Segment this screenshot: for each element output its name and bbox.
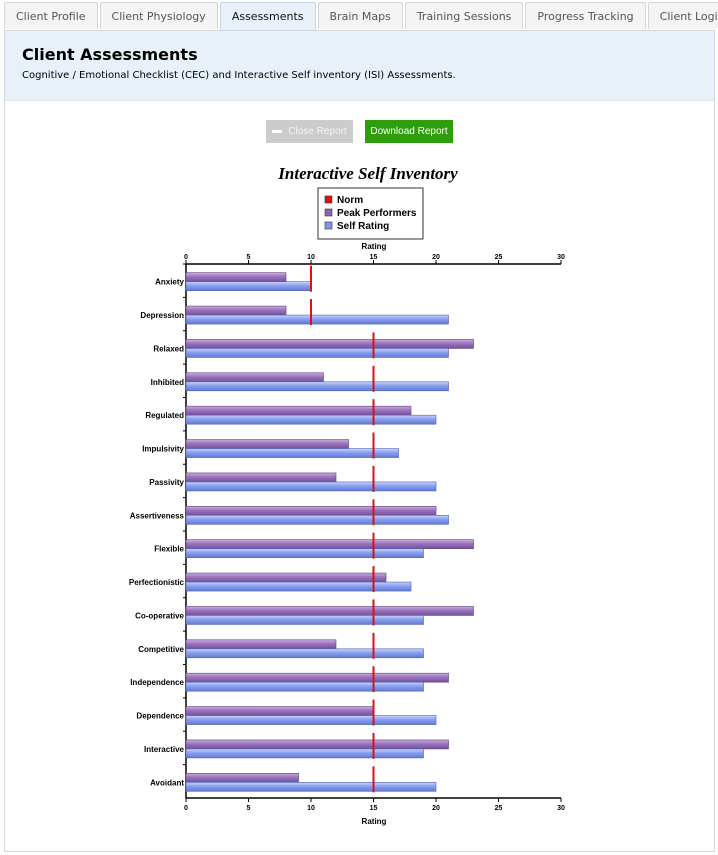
category-label: Anxiety — [155, 278, 184, 287]
x-axis-title-bottom: Rating — [362, 817, 387, 826]
legend-label-norm: Norm — [337, 195, 363, 206]
x-tick-label-top: 20 — [432, 254, 440, 261]
category-label: Interactive — [144, 745, 185, 754]
x-tick-label-top: 25 — [495, 254, 503, 261]
category-label: Depression — [140, 311, 184, 320]
bar-self-rating — [185, 681, 424, 692]
bar-self-rating — [185, 381, 449, 392]
legend-swatch-peak — [324, 208, 333, 217]
bar-self-rating — [185, 515, 449, 525]
bar-peak-performers — [185, 539, 474, 549]
bar-self-rating — [185, 648, 424, 659]
tab-bar: Client Profile Client Physiology Assessm… — [4, 2, 718, 31]
category-label: Independence — [130, 678, 184, 687]
x-tick-label-top: 5 — [247, 254, 251, 261]
bar-peak-performers — [185, 506, 437, 516]
bar-peak-performers — [185, 472, 337, 483]
close-report-label: Close Report — [288, 126, 347, 137]
x-tick-label-bottom: 30 — [557, 805, 565, 812]
category-label: Relaxed — [153, 344, 184, 353]
x-tick-label-bottom: 5 — [247, 805, 251, 812]
bar-self-rating — [185, 615, 424, 625]
category-label: Assertiveness — [130, 511, 185, 520]
bar-self-rating — [185, 782, 437, 792]
legend-box — [317, 187, 424, 240]
panel-header: Client Assessments Cognitive / Emotional… — [5, 31, 714, 101]
bar-peak-performers — [185, 439, 349, 449]
bar-self-rating — [185, 581, 412, 592]
legend-label-self: Self Rating — [337, 221, 389, 232]
bar-peak-performers — [185, 405, 412, 416]
bar-peak-performers — [185, 639, 337, 650]
bar-peak-performers — [185, 773, 299, 783]
bar-peak-performers — [185, 706, 374, 716]
minus-icon — [272, 129, 283, 133]
bar-peak-performers — [185, 606, 474, 616]
tab-client-physiology[interactable]: Client Physiology — [99, 2, 218, 29]
bar-peak-performers — [185, 572, 387, 583]
category-label: Avoidant — [150, 778, 184, 787]
plot-area: 0 0 5 5 10 10 15 15 20 20 25 25 30 30 Anxiety Depressio… — [129, 254, 565, 812]
bar-peak-performers — [185, 272, 287, 282]
bar-self-rating — [185, 748, 424, 759]
category-label: Impulsivity — [142, 445, 184, 454]
tab-progress-tracking[interactable]: Progress Tracking — [525, 2, 646, 29]
page-title: Client Assessments — [22, 45, 198, 64]
tab-client-login[interactable]: Client Login — [647, 2, 718, 29]
x-axis-title-top: Rating — [362, 242, 387, 251]
category-label: Competitive — [138, 645, 184, 654]
bar-peak-performers — [185, 372, 324, 383]
category-label: Dependence — [136, 712, 184, 721]
category-label: Flexible — [154, 545, 184, 554]
bar-peak-performers — [185, 739, 449, 750]
bar-self-rating — [185, 314, 449, 325]
tab-training-sessions[interactable]: Training Sessions — [404, 2, 524, 29]
legend-swatch-self — [324, 221, 333, 230]
bar-self-rating — [185, 715, 437, 725]
tab-assessments[interactable]: Assessments — [219, 2, 316, 31]
download-report-button[interactable]: Download Report — [365, 120, 453, 143]
x-tick-label-top: 30 — [557, 254, 565, 261]
bar-peak-performers — [185, 305, 287, 316]
legend-swatch-norm — [324, 195, 333, 204]
bar-peak-performers — [185, 672, 449, 683]
close-report-button[interactable]: Close Report — [266, 120, 353, 143]
tab-brain-maps[interactable]: Brain Maps — [317, 2, 403, 29]
category-label: Inhibited — [151, 378, 184, 387]
bar-self-rating — [185, 348, 449, 358]
x-tick-label-bottom: 15 — [370, 805, 378, 812]
x-tick-label-top: 10 — [307, 254, 315, 261]
x-tick-label-top: 0 — [184, 254, 188, 261]
x-tick-label-bottom: 10 — [307, 805, 315, 812]
legend-label-peak: Peak Performers — [337, 208, 417, 219]
chart-legend: Norm Peak Performers Self Rating — [317, 187, 424, 240]
x-tick-label-bottom: 25 — [495, 805, 503, 812]
bar-self-rating — [185, 414, 437, 425]
category-label: Perfectionistic — [129, 578, 185, 587]
tab-client-profile[interactable]: Client Profile — [4, 2, 98, 29]
x-tick-label-bottom: 0 — [184, 805, 188, 812]
bar-self-rating — [185, 481, 437, 492]
bar-self-rating — [185, 281, 312, 291]
page-subtitle: Cognitive / Emotional Checklist (CEC) an… — [22, 70, 456, 81]
x-tick-label-bottom: 20 — [432, 805, 440, 812]
category-label: Co-operative — [135, 611, 184, 620]
chart-title: Interactive Self Inventory — [277, 164, 458, 183]
bar-peak-performers — [185, 339, 474, 349]
bar-self-rating — [185, 448, 399, 458]
category-label: Regulated — [145, 411, 184, 420]
category-label: Passivity — [149, 478, 184, 487]
x-tick-label-top: 15 — [370, 254, 378, 261]
bar-self-rating — [185, 548, 424, 558]
